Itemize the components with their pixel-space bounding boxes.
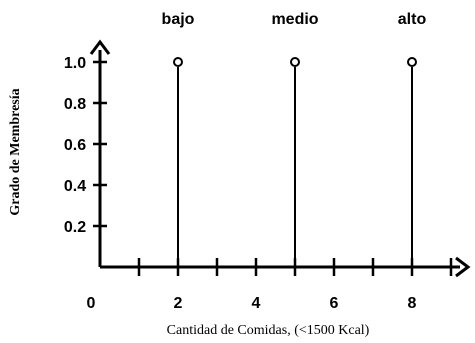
y-tick-label: 0.6 <box>64 137 86 154</box>
membership-point-bajo: bajo <box>162 11 195 267</box>
y-ticks: 0.2 0.4 0.6 0.8 1.0 <box>64 55 107 236</box>
x-tick-label: 0 <box>87 295 96 312</box>
x-axis-arrow <box>455 256 471 278</box>
x-axis-label: Cantidad de Comidas, (<1500 Kcal) <box>167 323 370 338</box>
y-tick-label: 0.4 <box>64 178 86 195</box>
point-label: medio <box>271 11 318 28</box>
x-tick-label: 8 <box>408 295 417 312</box>
membership-marker <box>290 57 300 67</box>
y-axis-arrow <box>89 39 111 55</box>
y-tick-label: 0.2 <box>64 219 86 236</box>
membership-point-alto: alto <box>398 11 427 267</box>
point-label: bajo <box>162 11 195 28</box>
points: bajo medio alto <box>162 11 427 267</box>
membership-marker <box>407 57 417 67</box>
y-tick-label: 0.8 <box>64 96 86 113</box>
x-tick-label: 6 <box>330 295 339 312</box>
point-label: alto <box>398 11 427 28</box>
x-tick-label: 2 <box>174 295 183 312</box>
x-tick-label: 4 <box>252 295 261 312</box>
axes <box>89 39 471 278</box>
y-tick-label: 1.0 <box>64 55 86 72</box>
y-axis-label: Grado de Membresía <box>8 88 23 215</box>
membership-point-medio: medio <box>271 11 319 267</box>
membership-marker <box>173 57 183 67</box>
